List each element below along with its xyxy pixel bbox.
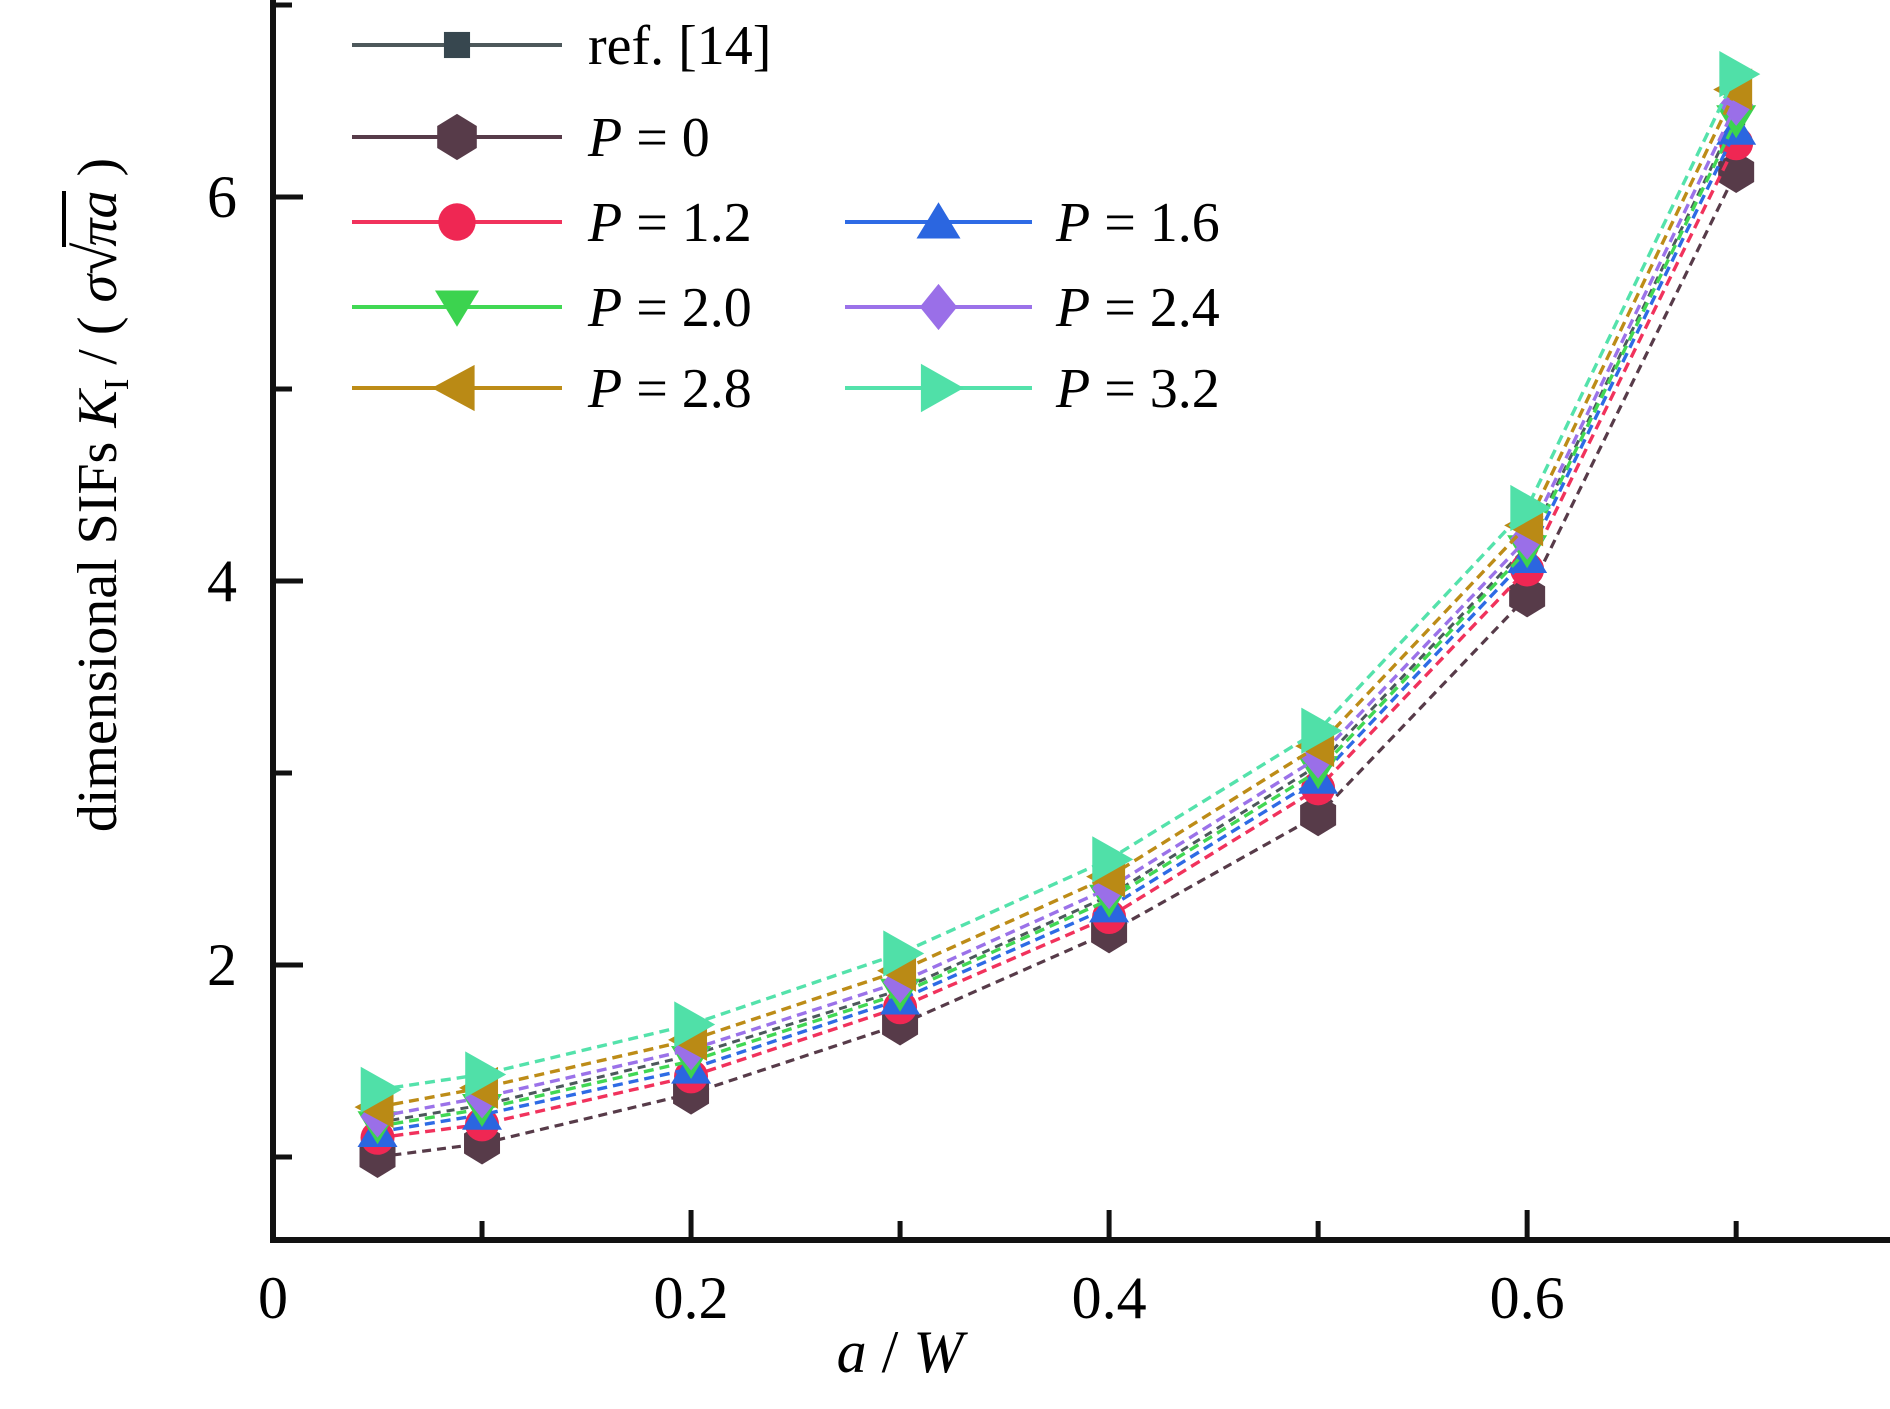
- series-line: [377, 115, 1738, 1124]
- x-tick-label: 0.2: [654, 1265, 729, 1331]
- y-tick-label: 6: [207, 164, 237, 230]
- series-line: [377, 142, 1738, 1140]
- triangle-right-marker: [1092, 836, 1134, 883]
- x-label-W: W: [913, 1319, 964, 1385]
- triangle-right-marker: [883, 930, 925, 977]
- y-label-close: ): [67, 157, 129, 191]
- triangle-up-marker: [916, 202, 961, 239]
- series-line: [377, 119, 1738, 1128]
- legend-label: P = 2.0: [587, 277, 752, 339]
- series-p-3.2: [360, 51, 1761, 1113]
- x-label-slash: /: [866, 1319, 914, 1385]
- legend-label: P = 1.2: [587, 192, 752, 254]
- series-line: [377, 104, 1738, 1119]
- radicand-text: πa: [67, 190, 129, 247]
- hexagon-marker: [1718, 151, 1755, 194]
- triangle-left-marker: [431, 364, 475, 412]
- series-p-1.6: [357, 111, 1757, 1148]
- sigma-symbol: σ: [67, 274, 129, 303]
- circle-marker: [438, 203, 476, 241]
- series-p-2.0: [357, 105, 1757, 1145]
- legend-label: P = 1.6: [1055, 192, 1220, 254]
- x-axis-label: a / W: [650, 1318, 1150, 1398]
- legend-label: P = 2.8: [587, 358, 752, 420]
- legend-item-p-0: P = 0: [352, 107, 710, 169]
- triangle-right-marker: [1301, 707, 1343, 754]
- legend-label: P = 2.4: [1055, 277, 1220, 339]
- legend-item-p-1.6: P = 1.6: [845, 192, 1220, 254]
- triangle-right-marker: [465, 1051, 507, 1098]
- series-layer: [354, 51, 1761, 1178]
- triangle-down-marker: [435, 290, 479, 327]
- hexagon-marker: [1300, 794, 1337, 837]
- y-tick-label: 4: [207, 548, 237, 614]
- legend-item-ref.-14-: ref. [14]: [352, 15, 771, 77]
- square-marker: [443, 31, 471, 59]
- series-line: [377, 171, 1738, 1159]
- x-tick-label: 0: [258, 1265, 288, 1331]
- x-tick-label: 0.6: [1490, 1265, 1565, 1331]
- triangle-right-marker: [1719, 51, 1761, 98]
- triangle-right-marker: [920, 363, 964, 413]
- y-label-mid: / (: [67, 302, 129, 379]
- triangle-right-marker: [1510, 484, 1552, 532]
- y-tick-label: 2: [207, 932, 237, 998]
- tick-label-layer: 0 0.2 0.4 0.6 2 4 6: [207, 164, 1565, 1331]
- legend-item-p-2.4: P = 2.4: [845, 277, 1220, 339]
- hexagon-marker: [437, 113, 477, 161]
- series-ref.-14-: [368, 107, 1746, 1132]
- y-label-prefix: dimensional SIFs: [67, 427, 129, 833]
- triangle-right-marker: [674, 1001, 716, 1048]
- legend-item-p-2.8: P = 2.8: [352, 358, 752, 420]
- legend-label: P = 3.2: [1055, 358, 1220, 420]
- y-label-K: K: [67, 390, 129, 428]
- legend-item-p-2.0: P = 2.0: [352, 277, 752, 339]
- radicand: πa: [62, 190, 129, 247]
- legend: ref. [14] P = 0 P = 1.2 P = 2.0 P = 2.8 P = 1…: [352, 15, 1220, 420]
- series-line: [377, 129, 1738, 1134]
- axes-layer: [270, 0, 1890, 1243]
- y-axis-label: dimensional SIFs KI / ( σ√πa ): [42, 0, 152, 1095]
- radical-sign: √: [64, 242, 129, 275]
- diamond-marker: [919, 283, 958, 331]
- y-label-K-subscript: I: [97, 378, 137, 391]
- series-line: [377, 73, 1738, 1092]
- hexagon-marker: [1509, 575, 1546, 618]
- legend-item-p-1.2: P = 1.2: [352, 192, 752, 254]
- triangle-right-marker: [360, 1066, 402, 1113]
- series-line: [377, 88, 1738, 1109]
- legend-label: ref. [14]: [588, 15, 771, 77]
- legend-label: P = 0: [587, 107, 710, 169]
- x-label-a: a: [836, 1319, 867, 1385]
- x-tick-label: 0.4: [1072, 1265, 1147, 1331]
- legend-item-p-3.2: P = 3.2: [845, 358, 1220, 420]
